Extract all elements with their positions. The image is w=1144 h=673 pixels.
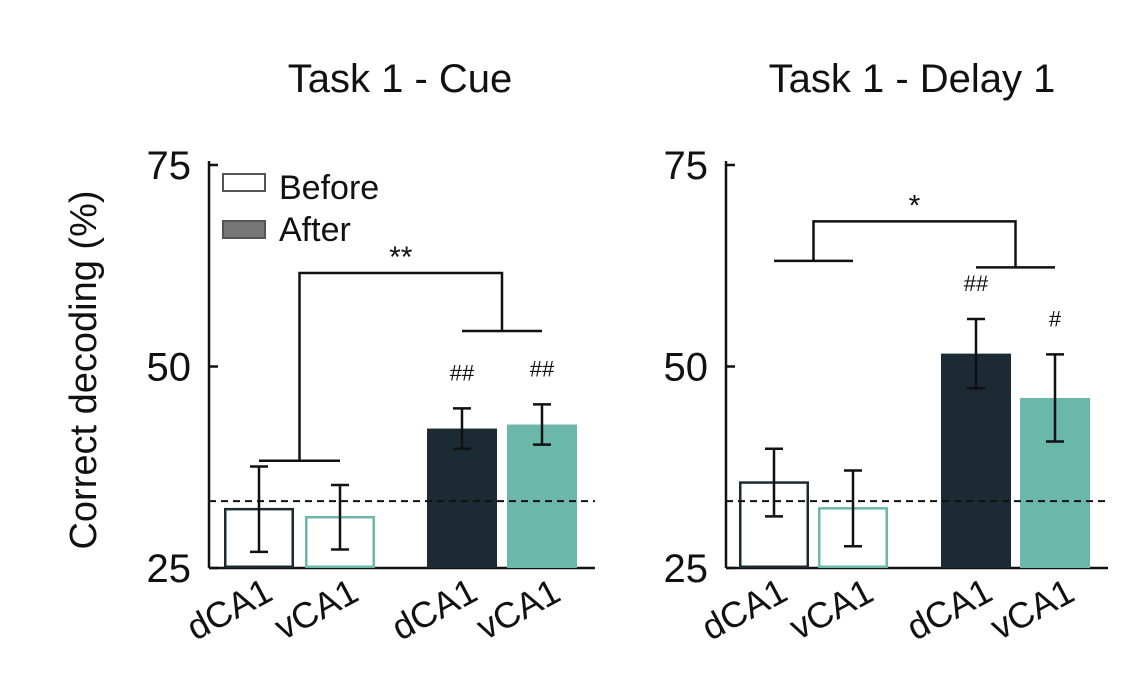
x-category-label: vCA1 <box>984 570 1081 648</box>
legend-before-label: Before <box>279 169 379 207</box>
x-category-label: dCA1 <box>385 570 484 648</box>
y-tick-label: 75 <box>147 144 192 188</box>
legend-after-swatch <box>222 220 266 239</box>
y-tick-label: 75 <box>664 144 709 188</box>
chart-title: Task 1 - Cue <box>288 57 513 101</box>
y-tick-label: 50 <box>147 346 192 390</box>
legend-before-swatch <box>222 173 266 192</box>
legend: Before After <box>222 169 379 249</box>
significance-mark: ## <box>450 360 475 385</box>
comparison-significance: * <box>909 189 921 222</box>
chart-title: Task 1 - Delay 1 <box>769 57 1056 101</box>
before-dca1-bar <box>739 481 809 568</box>
x-category-label: dCA1 <box>900 570 999 648</box>
x-category-label: vCA1 <box>470 570 567 648</box>
y-tick-label: 25 <box>147 547 192 591</box>
y-tick-label: 25 <box>664 547 709 591</box>
after-dca1-bar <box>427 428 497 568</box>
x-category-label: dCA1 <box>180 570 279 648</box>
x-category-label: vCA1 <box>783 570 880 648</box>
x-category-label: vCA1 <box>268 570 365 648</box>
y-axis-label: Correct decoding (%) <box>63 190 105 549</box>
comparison-significance: ** <box>389 241 413 274</box>
after-vca1-bar <box>507 424 577 568</box>
comparison-bracket <box>298 271 504 461</box>
significance-mark: ## <box>530 356 555 381</box>
significance-mark: # <box>1049 306 1062 331</box>
comparison-bracket <box>812 220 1017 268</box>
legend-after-label: After <box>279 211 351 249</box>
y-tick-label: 50 <box>664 346 709 390</box>
significance-mark: ## <box>964 271 989 296</box>
x-category-label: dCA1 <box>695 570 794 648</box>
